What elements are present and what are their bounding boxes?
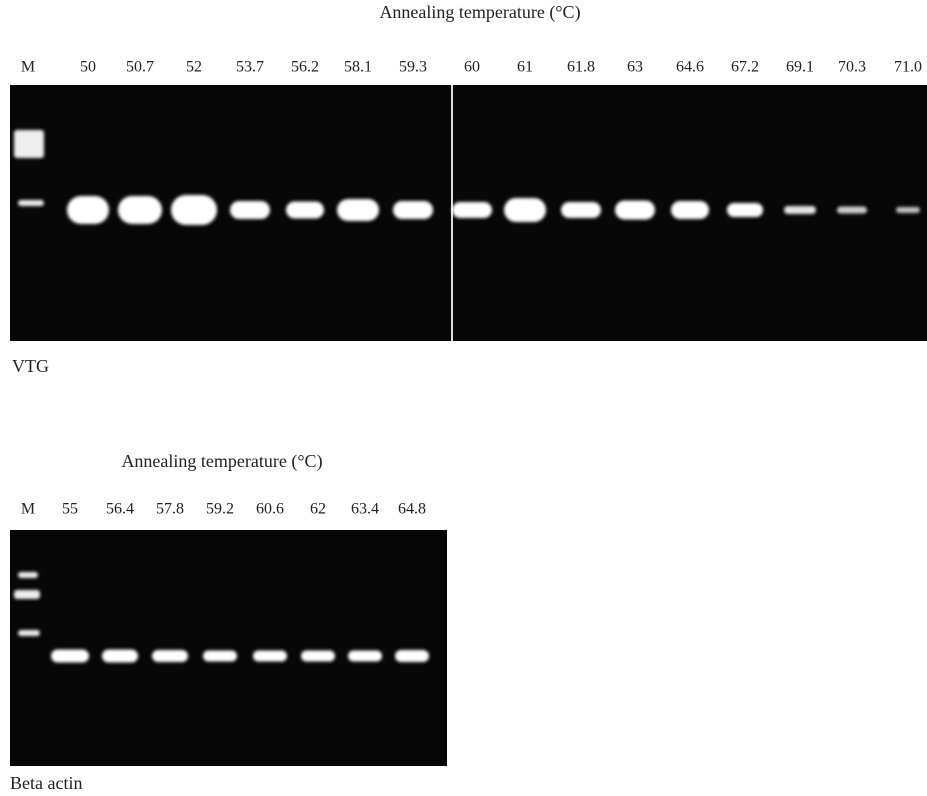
- band: [784, 206, 816, 214]
- band: [337, 199, 379, 221]
- lane-label: M: [21, 501, 35, 518]
- lane-label: 67.2: [731, 59, 759, 76]
- lane-label: 56.2: [291, 59, 319, 76]
- lane-label: 50.7: [126, 59, 154, 76]
- marker-band: [14, 130, 44, 158]
- gel-image: [10, 530, 447, 766]
- band: [286, 201, 324, 219]
- panel-title: Annealing temperature (°C): [121, 451, 322, 472]
- lane-label: 70.3: [838, 59, 866, 76]
- lane-label: 56.4: [106, 501, 134, 518]
- lane-label: 61.8: [567, 59, 595, 76]
- lane-label: 59.2: [206, 501, 234, 518]
- lane-label: 52: [186, 59, 202, 76]
- lane-label: 53.7: [236, 59, 264, 76]
- marker-band: [18, 572, 38, 578]
- bands: [14, 130, 920, 663]
- lane-label: 55: [62, 501, 78, 518]
- band: [561, 202, 601, 218]
- lane-label: 71.0: [894, 59, 922, 76]
- marker-band: [18, 200, 44, 206]
- band: [203, 650, 237, 662]
- band: [504, 198, 546, 222]
- band: [67, 196, 109, 224]
- lane-label: 50: [80, 59, 96, 76]
- lane-label: 59.3: [399, 59, 427, 76]
- marker-band: [14, 590, 40, 599]
- band: [395, 650, 429, 662]
- lane-label: M: [21, 59, 35, 76]
- lane-label: 64.8: [398, 501, 426, 518]
- band: [253, 650, 287, 662]
- band: [102, 649, 138, 663]
- lane-label: 58.1: [344, 59, 372, 76]
- band: [152, 650, 188, 662]
- lane-label: 62: [310, 501, 326, 518]
- lane-label: 63: [627, 59, 643, 76]
- band: [615, 200, 655, 220]
- band: [230, 201, 270, 219]
- marker-band: [18, 630, 40, 636]
- lane-label: 64.6: [676, 59, 704, 76]
- band: [896, 207, 920, 213]
- caption: Beta actin: [10, 773, 82, 793]
- lane-label: 57.8: [156, 501, 184, 518]
- band: [452, 202, 492, 218]
- panel-title: Annealing temperature (°C): [379, 2, 580, 23]
- band: [171, 195, 217, 225]
- lane-label: 60.6: [256, 501, 284, 518]
- band: [393, 201, 433, 219]
- caption: VTG: [12, 356, 49, 376]
- lane-label: 63.4: [351, 501, 379, 518]
- band: [118, 196, 162, 224]
- band: [671, 201, 709, 219]
- band: [348, 650, 382, 662]
- lane-label: 61: [517, 59, 533, 76]
- band: [301, 650, 335, 662]
- band: [837, 206, 867, 214]
- lane-label: 60: [464, 59, 480, 76]
- band: [51, 649, 89, 663]
- lane-label: 69.1: [786, 59, 814, 76]
- band: [727, 203, 763, 217]
